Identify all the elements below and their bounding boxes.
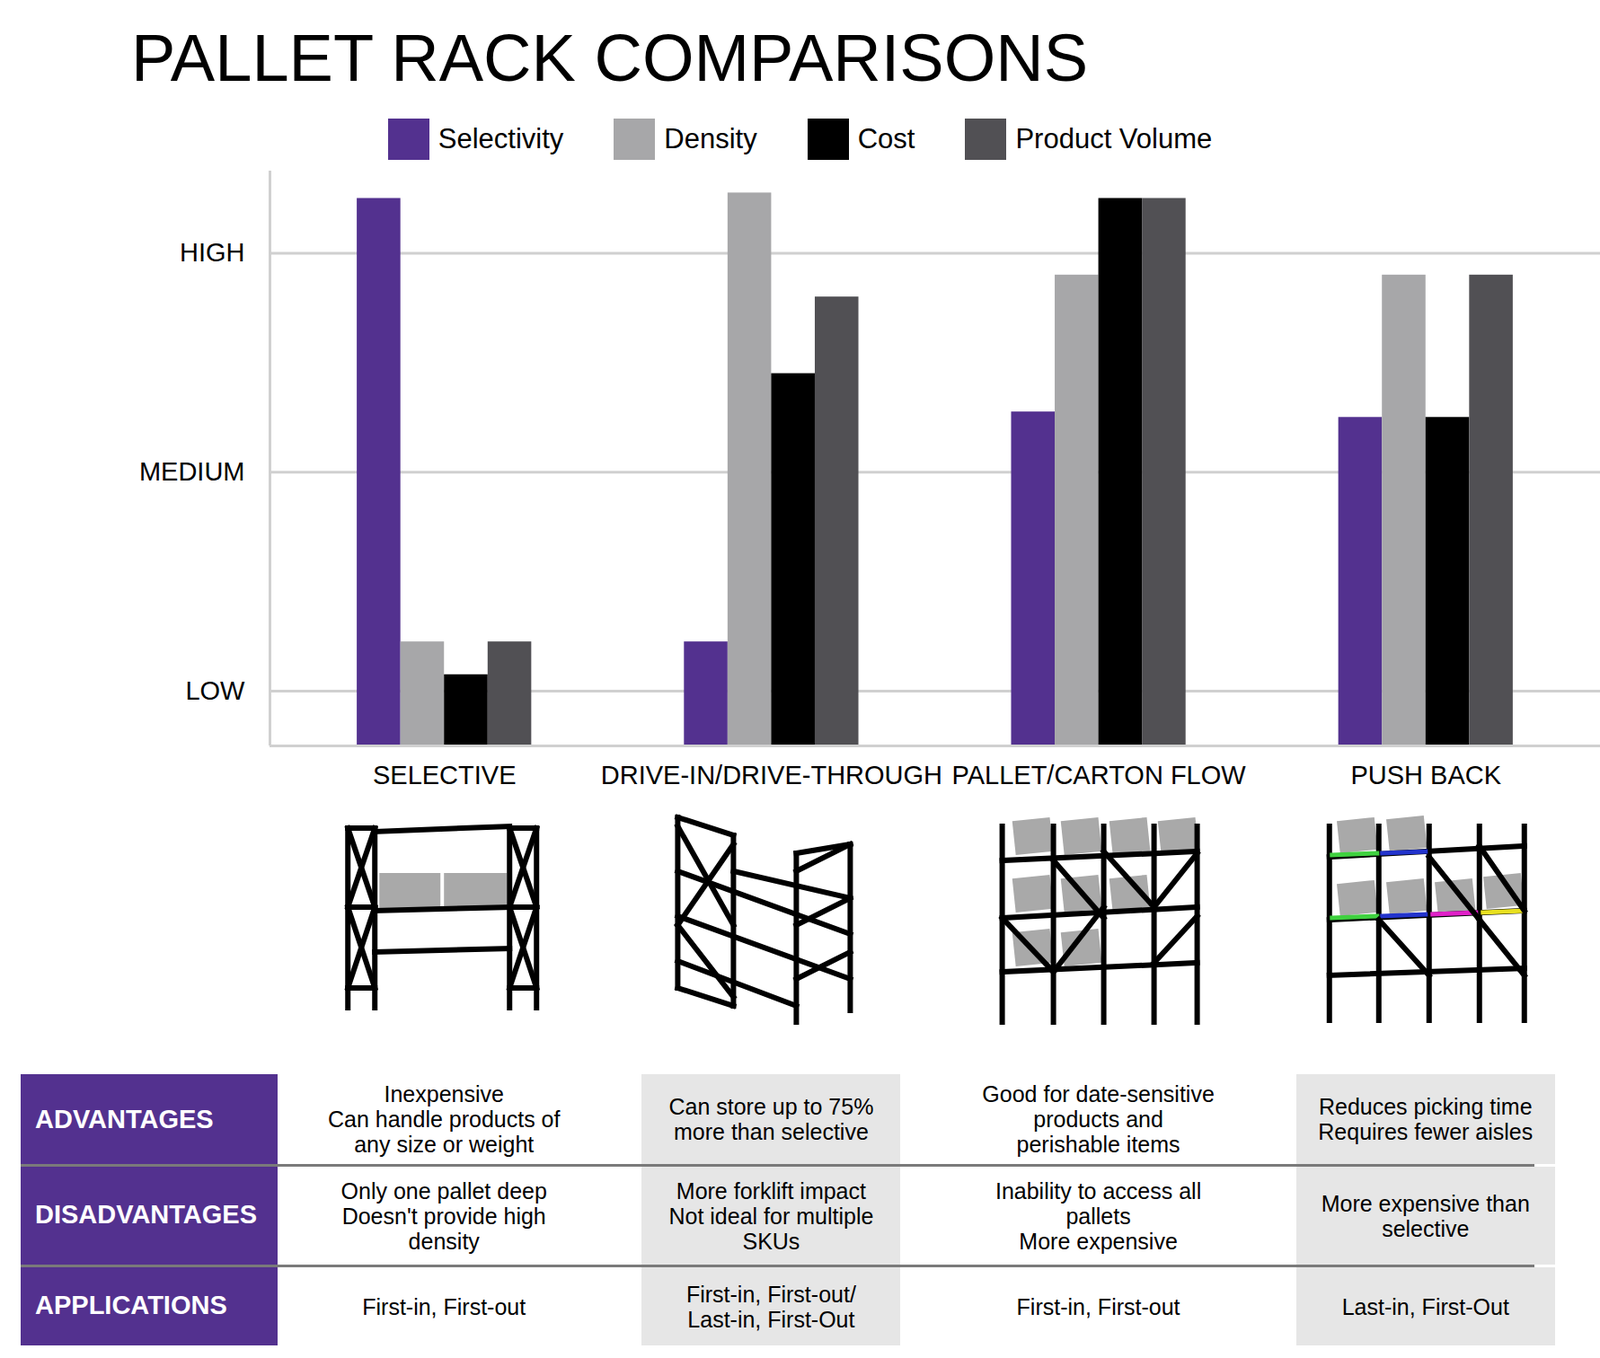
html-text:Cost: Cost xyxy=(857,123,915,155)
html-text:More forklift impact: More forklift impact xyxy=(676,1178,867,1204)
html-text:Not ideal for multiple SKUs: Not ideal for multiple SKUs xyxy=(668,1203,874,1254)
svg-text:DRIVE-IN/DRIVE-THROUGH: DRIVE-IN/DRIVE-THROUGH xyxy=(601,760,943,790)
html-text:ADVANTAGES: ADVANTAGES xyxy=(35,1104,214,1134)
html-text:Last-in, First-Out: Last-in, First-Out xyxy=(687,1306,855,1332)
html-text:PALLET RACK COMPARISONS: PALLET RACK COMPARISONS xyxy=(131,20,1089,96)
html-text:Product Volume: Product Volume xyxy=(1015,123,1213,155)
html-text:Density: Density xyxy=(664,123,758,155)
html-text:Good for date-sensitive produc: Good for date-sensitive products and per… xyxy=(982,1081,1215,1158)
html-text:Selectivity: Selectivity xyxy=(438,123,564,155)
html-text:Can store up to 75% more than: Can store up to 75% more than selective xyxy=(668,1094,874,1145)
svg-text:PALLET/CARTON FLOW: PALLET/CARTON FLOW xyxy=(952,760,1247,790)
svg-text:LOW: LOW xyxy=(185,676,246,706)
html-text:APPLICATIONS: APPLICATIONS xyxy=(35,1290,228,1320)
html-text:Requires fewer aisles: Requires fewer aisles xyxy=(1318,1119,1533,1145)
svg-text:HIGH: HIGH xyxy=(179,238,246,267)
html-text:Doesn't provide high density: Doesn't provide high density xyxy=(341,1203,547,1254)
html-text:First-in, First-out: First-in, First-out xyxy=(1016,1294,1181,1320)
html-text:Only one pallet deep: Only one pallet deep xyxy=(340,1178,548,1204)
svg-text:SELECTIVE: SELECTIVE xyxy=(372,760,517,790)
html-text:Last-in, First-Out: Last-in, First-Out xyxy=(1341,1294,1510,1320)
svg-text:MEDIUM: MEDIUM xyxy=(139,457,246,487)
html-text:First-in, First-out/: First-in, First-out/ xyxy=(686,1281,857,1307)
html-text:Inexpensive: Inexpensive xyxy=(384,1081,504,1107)
html-text:More expensive: More expensive xyxy=(1019,1228,1178,1254)
html-text:Reduces picking time: Reduces picking time xyxy=(1318,1094,1533,1120)
svg-text:PUSH BACK: PUSH BACK xyxy=(1350,760,1502,790)
html-text:Can handle products of any siz: Can handle products of any size or weigh… xyxy=(327,1106,561,1158)
html-text:DISADVANTAGES: DISADVANTAGES xyxy=(35,1199,258,1229)
html-text:More expensive than selective: More expensive than selective xyxy=(1321,1190,1530,1242)
html-text:First-in, First-out: First-in, First-out xyxy=(362,1294,526,1320)
html-text:Inability to access all pallet: Inability to access all pallets xyxy=(995,1178,1202,1229)
